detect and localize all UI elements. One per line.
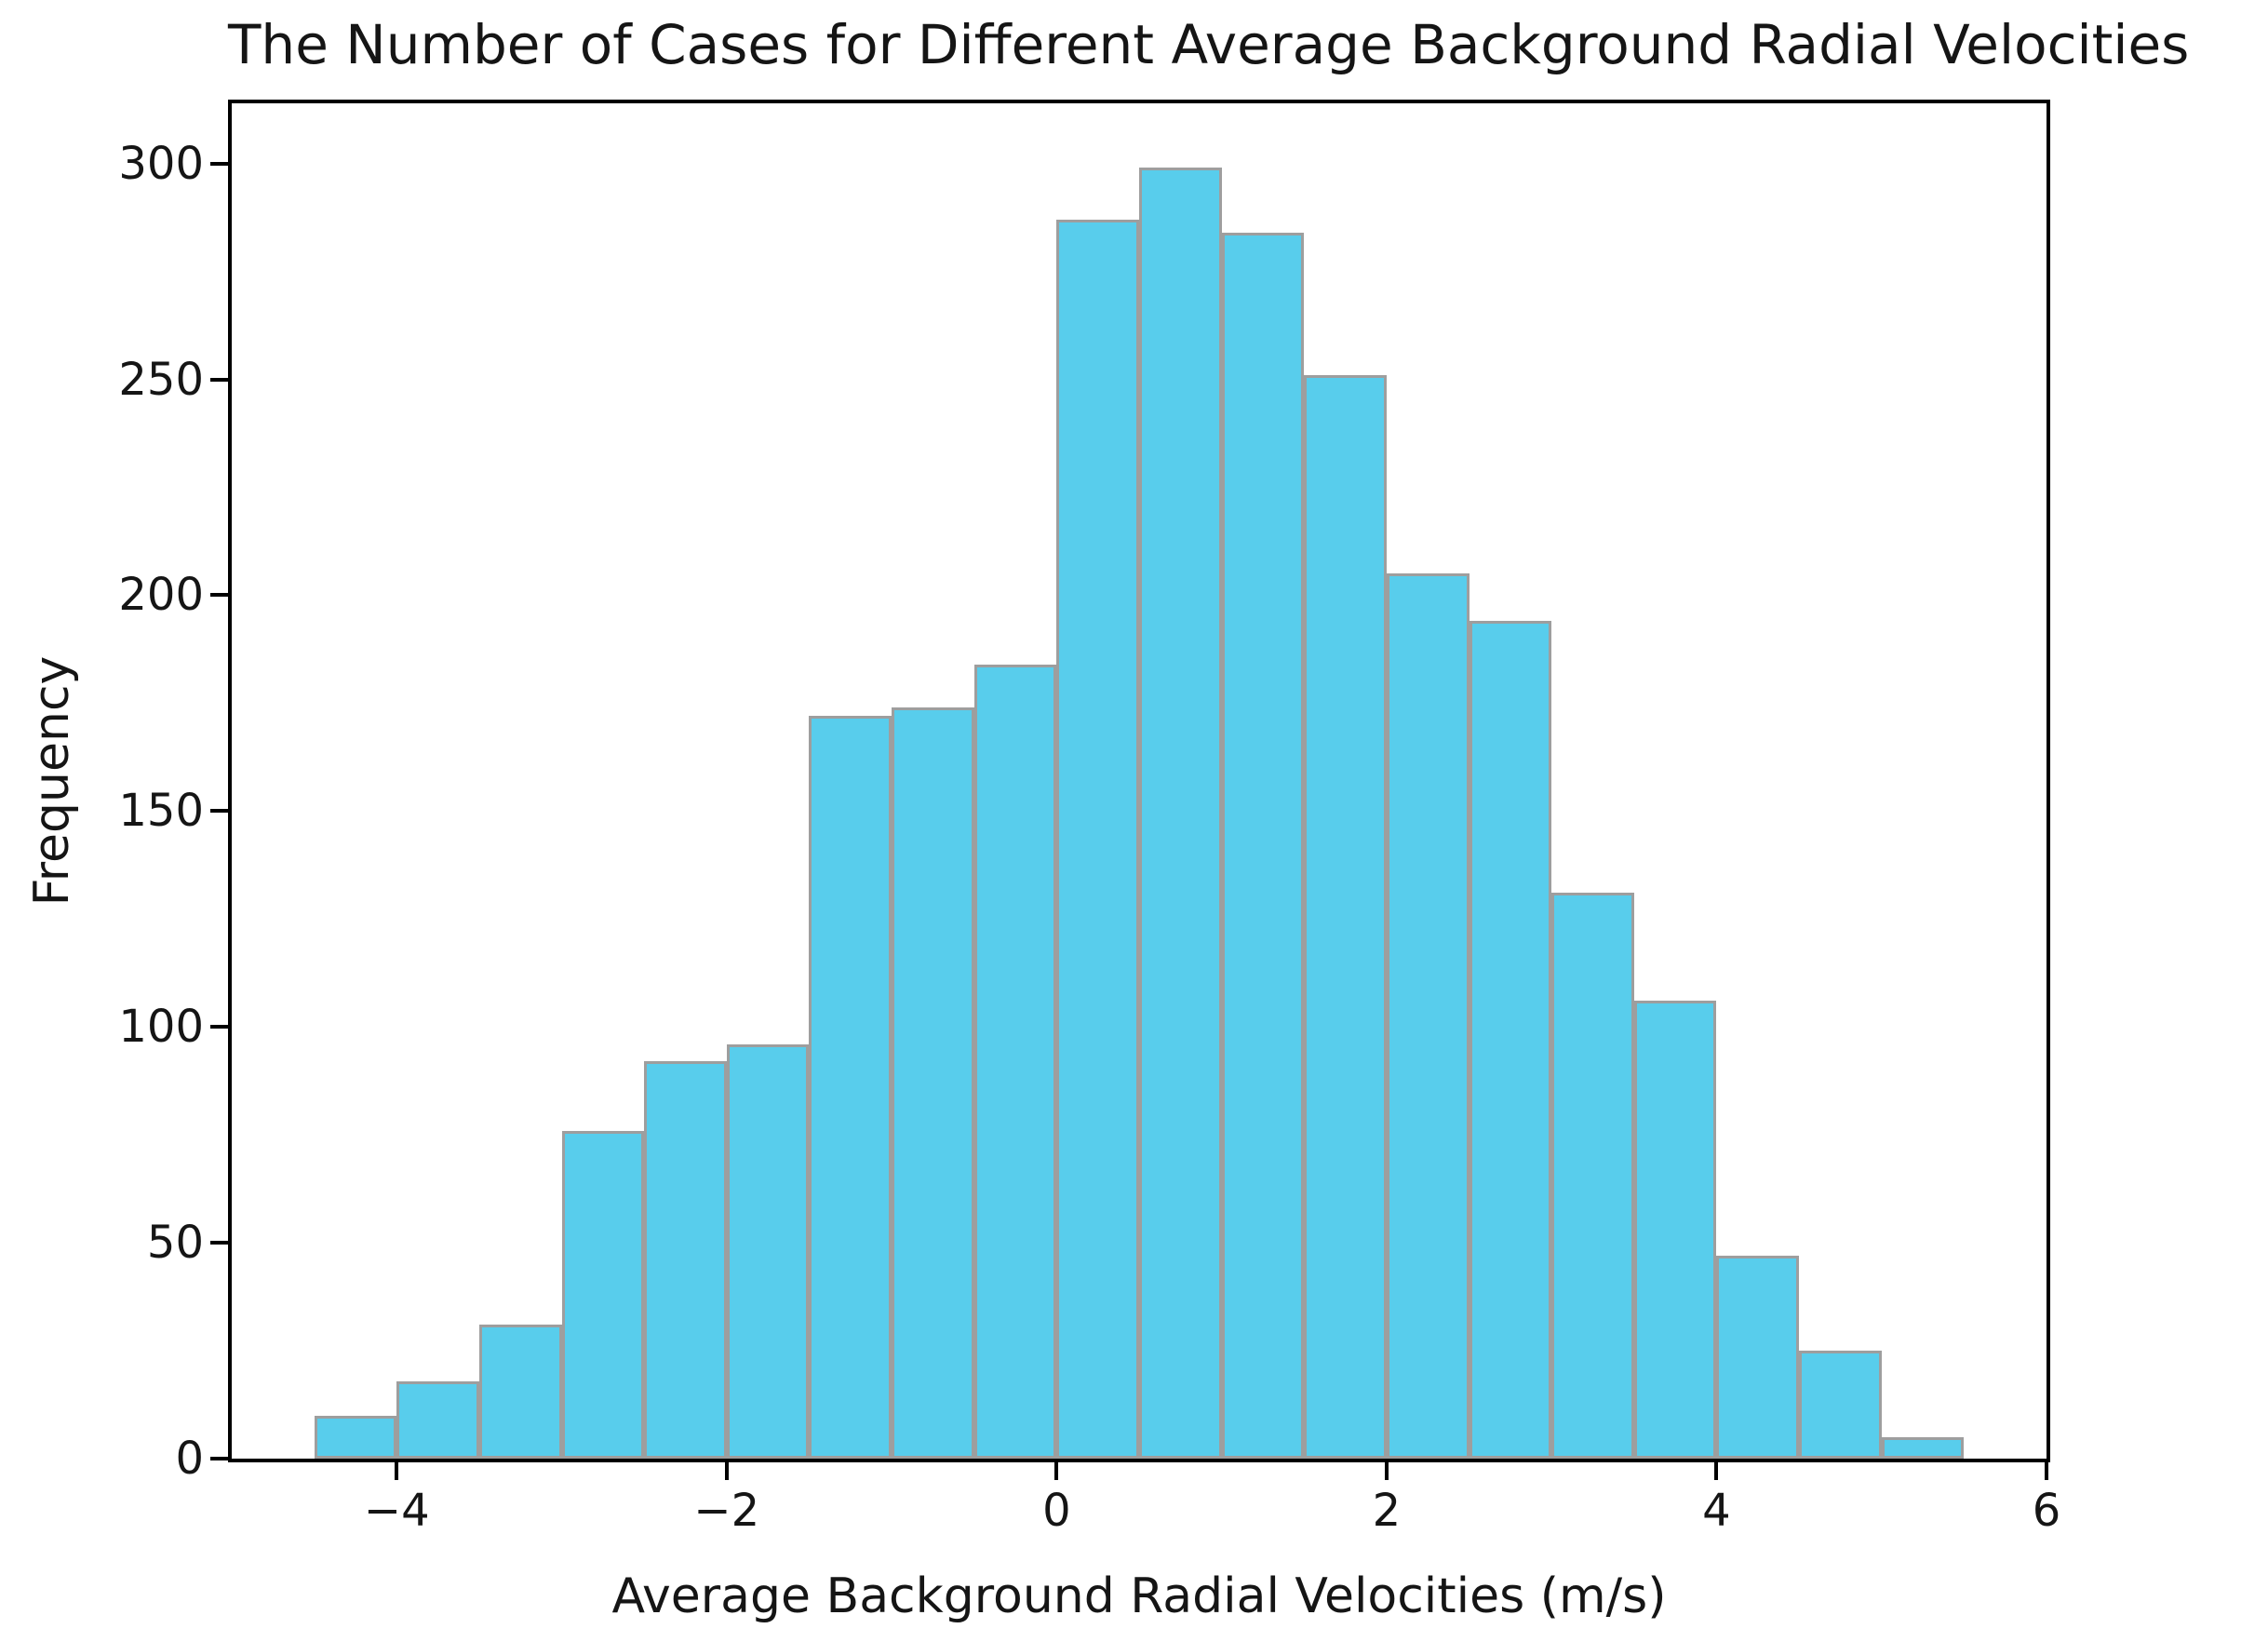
y-axis-label: Frequency xyxy=(24,655,80,907)
y-axis-tick xyxy=(210,161,228,166)
x-tick-label: −2 xyxy=(693,1485,760,1537)
x-axis-tick xyxy=(1054,1462,1059,1480)
chart-title: The Number of Cases for Different Averag… xyxy=(228,13,2190,76)
x-axis-tick xyxy=(1384,1462,1389,1480)
histogram-bar xyxy=(644,1061,727,1459)
y-tick-label: 150 xyxy=(118,785,204,838)
histogram-bar xyxy=(1304,374,1387,1459)
histogram-bar xyxy=(1633,1001,1717,1459)
histogram-bar xyxy=(973,664,1057,1459)
histogram-bar xyxy=(1221,232,1305,1459)
x-tick-label: 2 xyxy=(1372,1485,1402,1537)
histogram-bar xyxy=(726,1043,810,1459)
histogram-bar xyxy=(892,707,974,1459)
histogram-bar xyxy=(1716,1256,1800,1459)
y-axis-tick xyxy=(210,809,228,814)
x-axis-tick xyxy=(724,1462,729,1480)
y-axis-tick xyxy=(210,377,228,382)
histogram-bar xyxy=(1056,220,1139,1459)
y-axis-tick xyxy=(210,593,228,598)
y-tick-label: 50 xyxy=(146,1217,204,1270)
histogram-bar xyxy=(1799,1351,1882,1459)
plot-area: −4 −2 0 2 4 6 0 50 100 150 200 250 300 xyxy=(118,100,2060,1533)
y-axis-tick xyxy=(210,1457,228,1460)
y-tick-label: 0 xyxy=(175,1433,204,1485)
histogram-bar xyxy=(478,1325,562,1459)
x-tick-label: 6 xyxy=(2032,1485,2061,1537)
x-axis-tick xyxy=(2045,1462,2048,1480)
histogram-bar xyxy=(1469,621,1552,1459)
y-tick-label: 200 xyxy=(118,569,204,622)
y-axis-tick xyxy=(210,1241,228,1245)
histogram-bar xyxy=(396,1380,479,1459)
histogram-bar xyxy=(809,716,892,1459)
y-tick-label: 300 xyxy=(118,137,204,190)
x-tick-label: 4 xyxy=(1702,1485,1731,1537)
histogram-bar xyxy=(1386,573,1470,1459)
histogram-bar xyxy=(314,1415,397,1459)
histogram-bar xyxy=(1551,893,1634,1459)
y-axis-tick xyxy=(210,1025,228,1030)
x-axis-tick xyxy=(1714,1462,1719,1480)
histogram-bar xyxy=(1139,168,1222,1459)
x-axis-tick xyxy=(395,1462,399,1480)
y-tick-label: 250 xyxy=(118,353,204,406)
histogram-bar xyxy=(1881,1436,1965,1459)
histogram-bar xyxy=(561,1130,645,1459)
x-tick-label: −4 xyxy=(363,1485,430,1537)
x-tick-label: 0 xyxy=(1042,1485,1071,1537)
x-axis-label: Average Background Radial Velocities (m/… xyxy=(611,1568,1667,1624)
y-tick-label: 100 xyxy=(118,1001,204,1054)
